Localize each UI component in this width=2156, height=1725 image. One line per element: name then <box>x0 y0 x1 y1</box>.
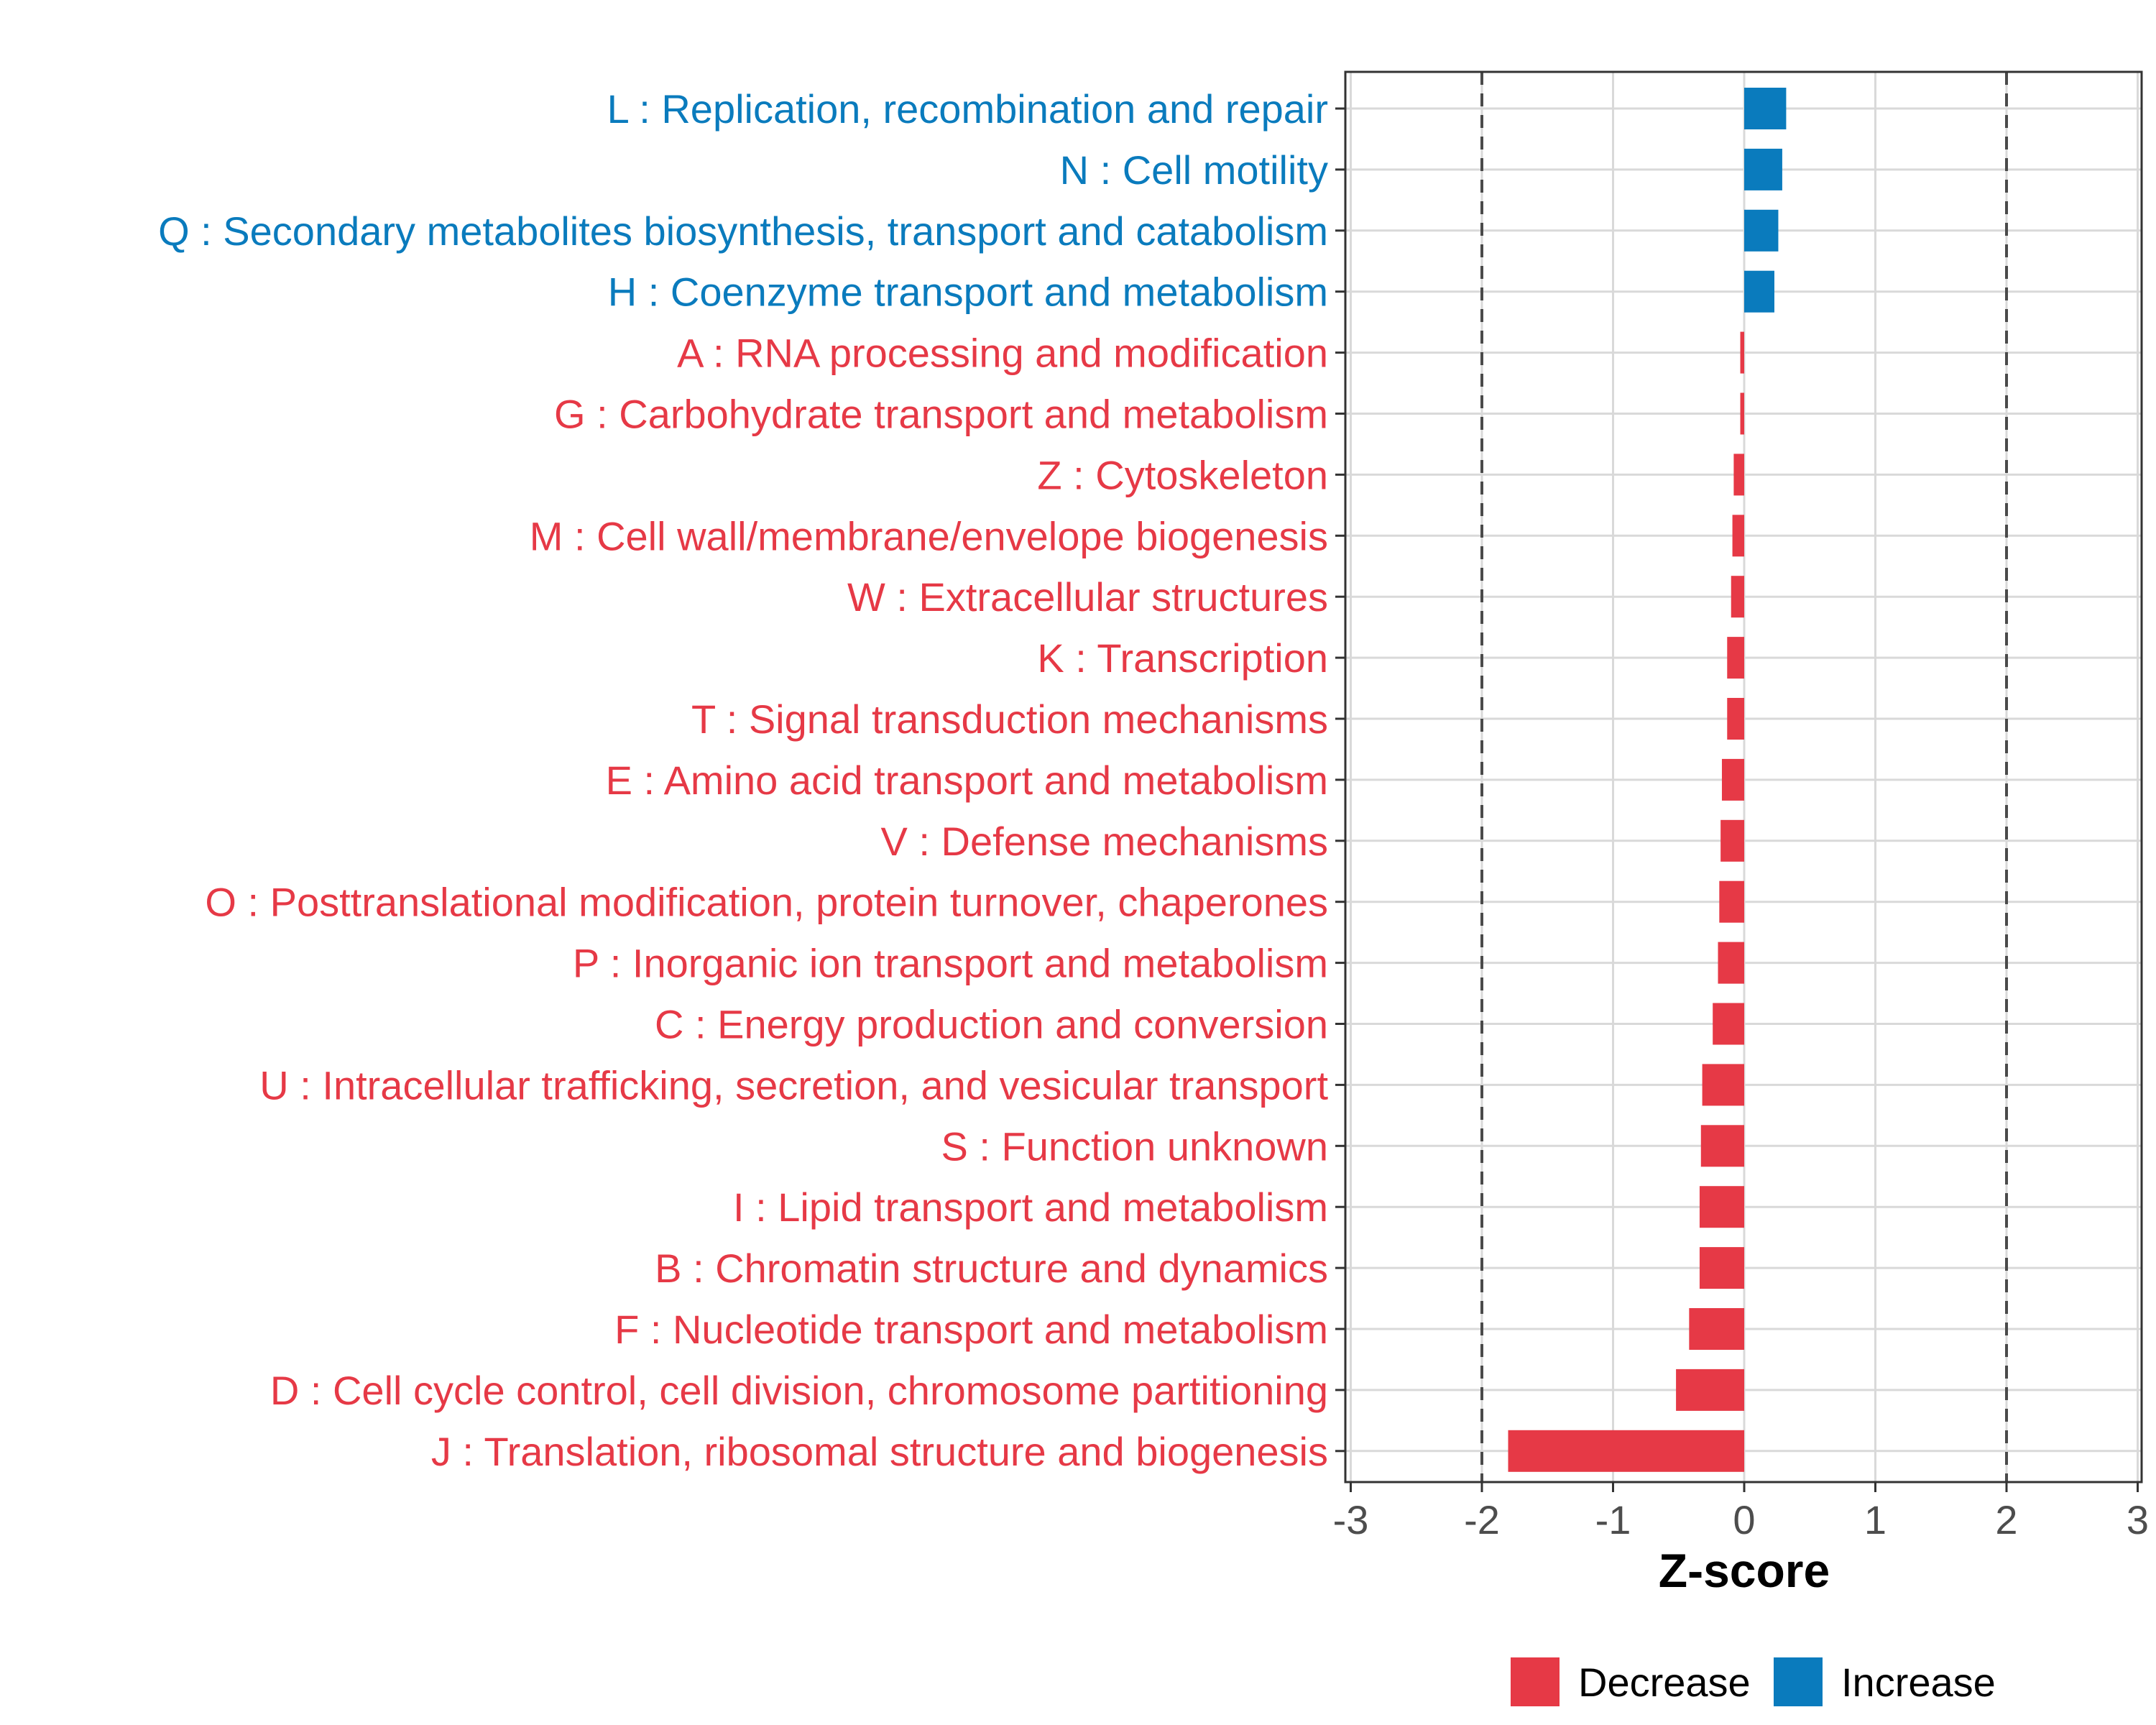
category-label-10: T : Signal transduction mechanisms <box>691 696 1328 742</box>
bar-4 <box>1740 331 1744 374</box>
x-axis-ticks: -3 -2 -1 0 1 2 3 <box>1333 1482 2149 1542</box>
bar-22 <box>1508 1430 1744 1472</box>
category-label-8: W : Extracellular structures <box>847 574 1328 620</box>
bar-8 <box>1731 576 1744 618</box>
legend-swatch-increase <box>1774 1657 1823 1706</box>
category-labels: L : Replication, recombination and repai… <box>158 86 1328 1474</box>
bar-19 <box>1699 1247 1744 1289</box>
x-tick-label-5: 2 <box>1995 1497 2017 1542</box>
category-label-1: N : Cell motility <box>1060 147 1328 193</box>
category-label-4: A : RNA processing and modification <box>677 331 1328 376</box>
category-label-9: K : Transcription <box>1037 635 1328 681</box>
category-label-17: S : Function unknown <box>941 1123 1328 1169</box>
bar-3 <box>1744 270 1774 313</box>
category-label-13: O : Posttranslational modification, prot… <box>205 880 1328 925</box>
x-tick-label-2: -1 <box>1595 1497 1631 1542</box>
category-label-0: L : Replication, recombination and repai… <box>607 86 1328 132</box>
bar-5 <box>1740 392 1744 435</box>
category-label-15: C : Energy production and conversion <box>655 1002 1328 1047</box>
bar-9 <box>1727 637 1744 679</box>
bar-2 <box>1744 209 1779 252</box>
category-label-5: G : Carbohydrate transport and metabolis… <box>554 392 1328 437</box>
bar-10 <box>1727 698 1744 740</box>
bar-18 <box>1699 1186 1744 1228</box>
bar-6 <box>1733 454 1744 496</box>
legend-label-increase: Increase <box>1841 1660 1996 1705</box>
category-label-11: E : Amino acid transport and metabolism <box>606 758 1328 803</box>
y-axis-ticks <box>1335 107 1345 1453</box>
bars <box>1508 88 1787 1472</box>
category-label-6: Z : Cytoskeleton <box>1037 452 1328 497</box>
bar-20 <box>1689 1308 1744 1350</box>
x-tick-label-4: 1 <box>1864 1497 1886 1542</box>
x-tick-label-1: -2 <box>1464 1497 1500 1542</box>
bar-14 <box>1718 942 1744 984</box>
category-label-19: B : Chromatin structure and dynamics <box>655 1246 1328 1291</box>
bar-17 <box>1700 1125 1744 1167</box>
category-label-20: F : Nucleotide transport and metabolism <box>614 1307 1328 1352</box>
category-label-18: I : Lipid transport and metabolism <box>733 1184 1328 1230</box>
legend-swatch-decrease <box>1511 1657 1560 1706</box>
bar-21 <box>1676 1368 1744 1411</box>
x-tick-label-6: 3 <box>2127 1497 2149 1542</box>
bar-0 <box>1744 88 1787 129</box>
category-label-14: P : Inorganic ion transport and metaboli… <box>573 941 1328 986</box>
legend: Decrease Increase <box>1511 1657 1996 1706</box>
threshold-lines <box>1480 72 2008 1482</box>
category-label-16: U : Intracellular trafficking, secretion… <box>259 1062 1328 1108</box>
bar-12 <box>1720 819 1744 862</box>
category-label-12: V : Defense mechanisms <box>881 819 1328 864</box>
bar-1 <box>1744 148 1782 190</box>
x-tick-label-3: 0 <box>1733 1497 1755 1542</box>
category-label-3: H : Coenzyme transport and metabolism <box>608 270 1328 315</box>
bar-13 <box>1719 880 1744 923</box>
x-axis-title: Z-score <box>1659 1544 1830 1597</box>
x-tick-label-0: -3 <box>1333 1497 1369 1542</box>
bar-15 <box>1713 1003 1744 1045</box>
bar-7 <box>1732 515 1744 557</box>
legend-label-decrease: Decrease <box>1578 1660 1751 1705</box>
bar-11 <box>1721 758 1744 801</box>
category-label-22: J : Translation, ribosomal structure and… <box>431 1429 1328 1474</box>
category-label-7: M : Cell wall/membrane/envelope biogenes… <box>530 513 1328 558</box>
category-label-21: D : Cell cycle control, cell division, c… <box>270 1368 1328 1413</box>
category-label-2: Q : Secondary metabolites biosynthesis, … <box>158 208 1328 254</box>
bar-16 <box>1702 1064 1744 1106</box>
